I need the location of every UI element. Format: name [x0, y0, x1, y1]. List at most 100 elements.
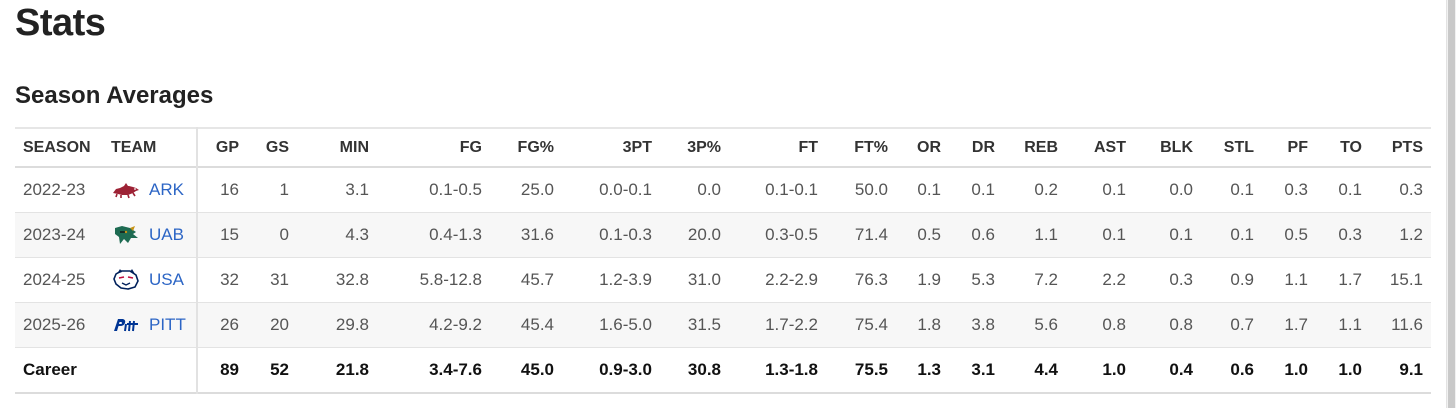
stl-cell: 0.9	[1230, 269, 1254, 289]
ft-cell: 2.2-2.9	[765, 269, 818, 289]
reb-cell: 5.6	[1034, 314, 1058, 334]
or-cell: 1.8	[917, 314, 941, 334]
3pt-cell: 0.1-0.3	[599, 224, 652, 244]
ft-pct-cell: 75.4	[854, 314, 888, 334]
pf-cell: 0.5	[1284, 224, 1308, 244]
col-header-reb[interactable]: REB	[1024, 138, 1058, 156]
3pt-cell: 1.2-3.9	[599, 269, 652, 289]
team-link[interactable]: PITT	[149, 314, 186, 334]
career-row: Career 89 52 21.8 3.4-7.6 45.0 0.9-3.0 3…	[15, 347, 1431, 393]
ft-cell: 1.3-1.8	[765, 359, 818, 379]
pts-cell: 0.3	[1399, 179, 1423, 199]
ft-cell: 0.1-0.1	[765, 179, 818, 199]
min-cell: 32.8	[335, 269, 369, 289]
pts-cell: 11.6	[1391, 314, 1423, 334]
south-alabama-jaguar-icon	[113, 268, 139, 290]
or-cell: 1.9	[917, 269, 941, 289]
min-cell: 29.8	[335, 314, 369, 334]
col-header-team[interactable]: TEAM	[103, 128, 198, 167]
table-header-row: SEASON TEAM GP GS MIN FG FG% 3PT 3P% FT …	[15, 128, 1431, 167]
team-cell-empty	[103, 347, 198, 393]
fg-pct-cell: 45.0	[520, 359, 554, 379]
gs-cell: 31	[270, 269, 289, 289]
fg-cell: 0.1-0.5	[429, 179, 482, 199]
col-header-gs[interactable]: GS	[265, 138, 289, 156]
3pt-cell: 0.9-3.0	[599, 359, 652, 379]
gs-cell: 0	[279, 224, 289, 244]
gs-cell: 20	[270, 314, 289, 334]
season-cell: 2025-26	[23, 314, 86, 334]
to-cell: 1.7	[1338, 269, 1362, 289]
fg-pct-cell: 45.4	[520, 314, 554, 334]
career-label: Career	[23, 359, 77, 379]
col-header-ft-pct[interactable]: FT%	[854, 138, 888, 156]
ft-pct-cell: 71.4	[854, 224, 888, 244]
col-header-stl[interactable]: STL	[1223, 138, 1254, 156]
fg-pct-cell: 31.6	[520, 224, 554, 244]
team-cell: USA	[103, 257, 198, 302]
col-header-pf[interactable]: PF	[1287, 138, 1308, 156]
team-cell: UAB	[103, 212, 198, 257]
fg-pct-cell: 25.0	[520, 179, 554, 199]
team-link[interactable]: UAB	[149, 224, 184, 244]
ast-cell: 0.1	[1102, 224, 1126, 244]
table-row: 2023-24 UAB 15 0 4.3 0.4-1.3 31.6 0.1-0.…	[15, 212, 1431, 257]
pf-cell: 1.7	[1284, 314, 1308, 334]
gs-cell: 1	[279, 179, 289, 199]
gp-cell: 15	[220, 224, 239, 244]
pf-cell: 1.0	[1284, 359, 1308, 379]
ast-cell: 0.1	[1102, 179, 1126, 199]
ft-cell: 0.3-0.5	[765, 224, 818, 244]
team-link[interactable]: USA	[149, 269, 184, 289]
3p-pct-cell: 0.0	[697, 179, 721, 199]
pts-cell: 15.1	[1389, 269, 1423, 289]
scrollbar-thumb[interactable]	[1448, 0, 1455, 408]
3pt-cell: 1.6-5.0	[599, 314, 652, 334]
col-header-gp[interactable]: GP	[215, 138, 239, 156]
pf-cell: 0.3	[1284, 179, 1308, 199]
fg-cell: 5.8-12.8	[419, 269, 482, 289]
section-title: Season Averages	[15, 82, 214, 109]
to-cell: 1.0	[1338, 359, 1362, 379]
fg-pct-cell: 45.7	[520, 269, 554, 289]
min-cell: 3.1	[345, 179, 369, 199]
min-cell: 21.8	[335, 359, 369, 379]
col-header-min[interactable]: MIN	[339, 138, 369, 156]
col-header-blk[interactable]: BLK	[1160, 138, 1193, 156]
arkansas-razorback-icon	[113, 182, 139, 199]
col-header-ast[interactable]: AST	[1094, 138, 1126, 156]
season-averages-table: SEASON TEAM GP GS MIN FG FG% 3PT 3P% FT …	[15, 127, 1431, 394]
col-header-fg[interactable]: FG	[459, 138, 482, 156]
gp-cell: 26	[220, 314, 239, 334]
col-header-pts[interactable]: PTS	[1391, 138, 1423, 156]
vertical-scrollbar[interactable]	[1446, 0, 1456, 408]
col-header-3p-pct[interactable]: 3P%	[687, 138, 721, 156]
pf-cell: 1.1	[1284, 269, 1308, 289]
col-header-3pt[interactable]: 3PT	[622, 138, 652, 156]
dr-cell: 0.6	[971, 224, 995, 244]
fg-cell: 4.2-9.2	[429, 314, 482, 334]
pts-cell: 9.1	[1399, 359, 1423, 379]
stl-cell: 0.6	[1230, 359, 1254, 379]
reb-cell: 0.2	[1034, 179, 1058, 199]
team-cell: PITT	[103, 302, 198, 347]
table-row: 2024-25 USA 32 31 32.8 5.8-12.8 45.7 1.2…	[15, 257, 1431, 302]
col-header-or[interactable]: OR	[917, 138, 941, 156]
table-row: 2025-26 PITT 26 20 29.8 4.2-9.2 45.4 1.6…	[15, 302, 1431, 347]
page-title: Stats	[15, 2, 106, 44]
pts-cell: 1.2	[1399, 224, 1423, 244]
gp-cell: 89	[220, 359, 239, 379]
team-cell: ARK	[103, 167, 198, 212]
col-header-to[interactable]: TO	[1340, 138, 1362, 156]
or-cell: 0.1	[917, 179, 941, 199]
col-header-fg-pct[interactable]: FG%	[517, 138, 554, 156]
ast-cell: 2.2	[1102, 269, 1126, 289]
fg-cell: 0.4-1.3	[429, 224, 482, 244]
gp-cell: 16	[220, 179, 239, 199]
col-header-season[interactable]: SEASON	[23, 138, 91, 156]
3p-pct-cell: 30.8	[687, 359, 721, 379]
ast-cell: 1.0	[1102, 359, 1126, 379]
col-header-dr[interactable]: DR	[971, 138, 995, 156]
col-header-ft[interactable]: FT	[798, 138, 818, 156]
team-link[interactable]: ARK	[149, 179, 184, 199]
